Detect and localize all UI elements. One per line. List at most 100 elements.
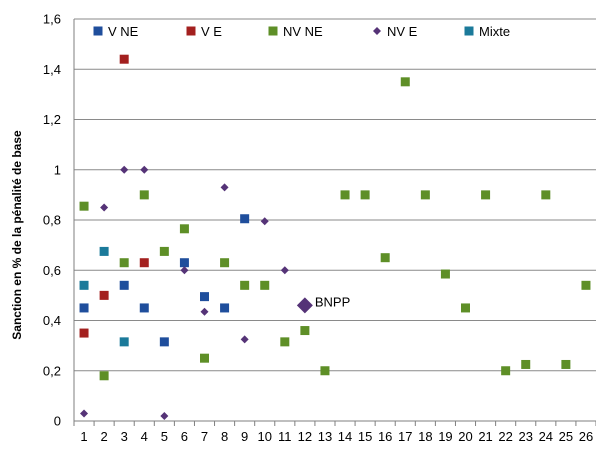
x-tick-label: 6 [181,429,188,444]
point-nv-ne [159,246,169,256]
point-mixte [79,280,89,290]
y-tick-label: 0,4 [43,313,61,328]
x-tick-label: 11 [278,429,292,444]
axes [73,19,596,426]
point-mixte [99,246,109,256]
x-tick-label: 12 [298,429,312,444]
x-tick-label: 1 [80,429,87,444]
point-v-e [99,290,109,300]
x-tick-label: 7 [201,429,208,444]
point-nv-ne [280,337,290,347]
gridlines [74,18,596,372]
point-v-ne [179,258,189,268]
x-tick-label: 21 [478,429,492,444]
y-tick-label: 1,4 [43,62,61,77]
x-tick-label: 15 [358,429,372,444]
point-v-ne [220,303,230,313]
x-tick-label: 14 [338,429,352,444]
point-nv-e [160,411,169,420]
point-nv-ne [581,280,591,290]
legend-marker-v-e [186,26,196,36]
point-nv-e [280,266,289,275]
x-tick-label: 16 [378,429,392,444]
point-nv-e [260,217,269,226]
point-nv-ne [481,190,491,200]
point-nv-ne [119,258,129,268]
point-v-e [79,328,89,338]
legend-marker-mixte [464,26,474,36]
y-tick-label: 0,8 [43,213,61,228]
point-nv-ne [139,190,149,200]
point-v-ne [159,337,169,347]
tick-labels: 00,20,40,60,811,21,41,61 2 3 4 5 6 7 8 9 10 11 12 13… [43,12,593,445]
x-tick-label: 22 [498,429,512,444]
point-nv-ne [380,253,390,263]
point-v-e [139,258,149,268]
legend-label-nv-e: NV E [387,24,418,39]
x-tick-label: 25 [559,429,573,444]
point-nv-ne [300,326,310,336]
data-points [79,54,591,420]
legend-label-mixte: Mixte [479,24,510,39]
point-v-ne [139,303,149,313]
annotation-label: BNPP [315,294,350,309]
legend-label-v-ne: V NE [108,24,139,39]
point-v-ne [240,214,250,224]
point-nv-e [140,165,149,174]
point-nv-ne [220,258,230,268]
point-nv-e [120,165,129,174]
y-tick-label: 0,6 [43,263,61,278]
point-nv-ne [400,77,410,87]
x-tick-label: 9 [241,429,248,444]
point-mixte [119,337,129,347]
point-nv-ne [561,359,571,369]
y-tick-label: 1 [54,162,61,177]
x-tick-label: 5 [161,429,168,444]
point-nv-e [100,203,109,212]
x-tick-label: 24 [539,429,553,444]
annotation-marker [296,297,313,314]
annotations: BNPP [296,294,350,314]
legend: V NE V E NV NE NV E Mixte [93,24,510,39]
point-nv-ne [440,269,450,279]
point-nv-e [180,266,189,275]
point-nv-ne [320,366,330,376]
point-v-ne [79,303,89,313]
x-tick-label: 17 [398,429,412,444]
x-tick-label: 26 [579,429,593,444]
x-tick-label: 19 [438,429,452,444]
point-nv-ne [79,201,89,211]
point-nv-ne [360,190,370,200]
y-tick-label: 0 [54,414,61,429]
point-nv-ne [521,359,531,369]
x-tick-label: 3 [121,429,128,444]
point-v-ne [119,280,129,290]
point-nv-ne [200,353,209,363]
point-v-ne [200,292,209,302]
legend-marker-nv-ne [268,26,278,36]
legend-marker-v-ne [93,26,103,36]
legend-marker-nv-e [373,27,381,35]
point-nv-ne [240,280,250,290]
point-nv-ne [260,280,270,290]
point-nv-e [220,183,229,192]
point-nv-e [240,335,249,344]
legend-label-v-e: V E [201,24,222,39]
x-tick-label: 10 [257,429,271,444]
x-tick-label: 8 [221,429,228,444]
point-nv-ne [541,190,551,200]
y-tick-label: 0,2 [43,363,61,378]
x-tick-label: 4 [141,429,148,444]
point-v-e [119,54,129,64]
point-nv-ne [99,371,109,381]
legend-label-nv-ne: NV NE [283,24,323,39]
y-tick-label: 1,6 [43,12,61,27]
y-tick-label: 1,2 [43,112,61,127]
x-tick-label: 18 [418,429,432,444]
y-axis-label: Sanction en % de la pénalité de base [10,130,24,340]
x-tick-label: 20 [458,429,472,444]
x-tick-label: 2 [100,429,107,444]
point-nv-e [200,307,209,316]
point-nv-e [80,409,89,418]
